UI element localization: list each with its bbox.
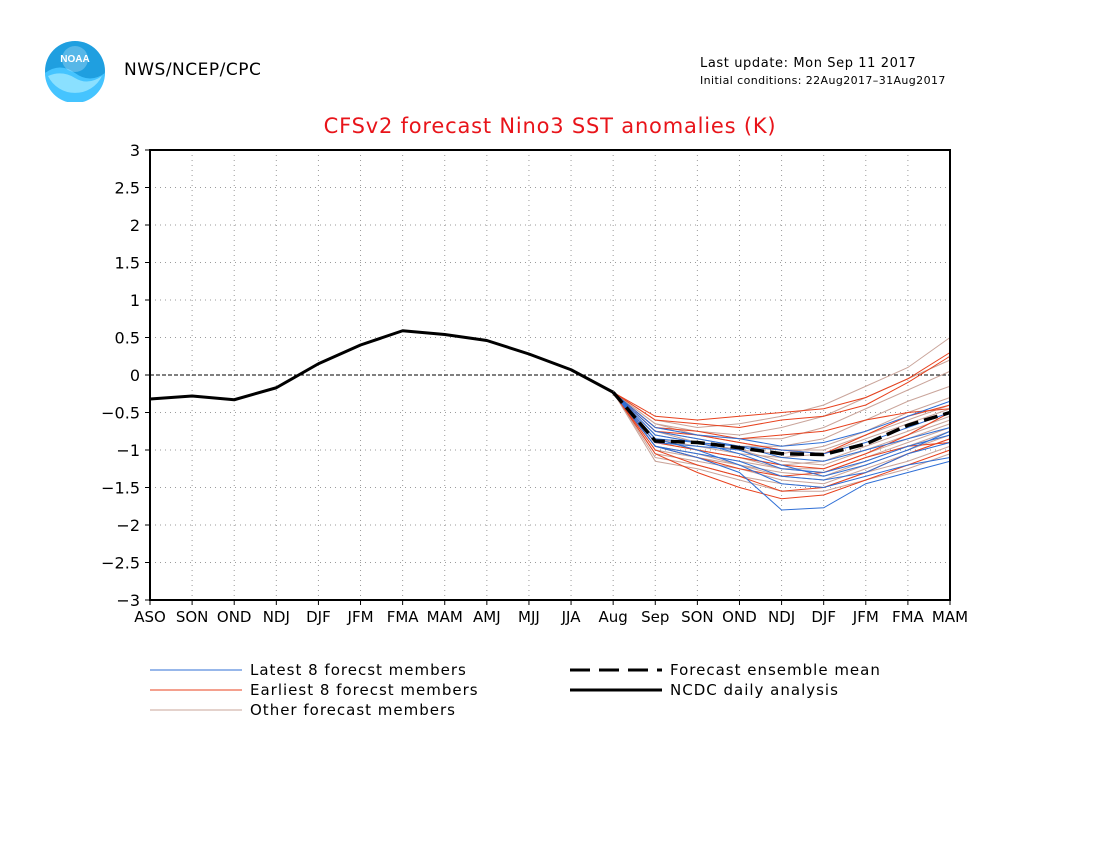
x-tick-label: OND	[217, 608, 252, 626]
y-tick-label: 0	[130, 366, 140, 385]
y-tick-label: −2.5	[101, 554, 140, 573]
initial-conditions: Initial conditions: 22Aug2017–31Aug2017	[700, 74, 946, 87]
x-tick-label: FMA	[387, 608, 420, 626]
noaa-logo: NOAA	[45, 41, 105, 102]
x-tick-label: MAM	[427, 608, 463, 626]
legend-label-mean: Forecast ensemble mean	[670, 661, 881, 679]
y-tick-label: −1	[116, 441, 140, 460]
y-tick-label: 1.5	[115, 254, 140, 273]
x-tick-label: MJJ	[518, 608, 540, 626]
y-tick-label: 3	[130, 141, 140, 160]
legend-label-latest: Latest 8 forecst members	[250, 661, 467, 679]
x-tick-label: Sep	[641, 608, 669, 626]
earliest-member-line	[612, 355, 951, 429]
x-tick-label: Aug	[599, 608, 628, 626]
earliest-member-line	[612, 391, 951, 500]
latest-member-line	[612, 391, 951, 477]
grid	[150, 150, 950, 600]
y-tick-label: 2	[130, 216, 140, 235]
y-tick-label: 2.5	[115, 179, 140, 198]
y-tick-label: −3	[116, 591, 140, 610]
latest-member-line	[612, 391, 951, 447]
plot-frame	[149, 149, 951, 601]
x-tick-label: FMA	[892, 608, 925, 626]
ensemble-mean-line	[611, 391, 951, 457]
x-tick-label: ASO	[134, 608, 166, 626]
x-tick-label: SON	[176, 608, 209, 626]
x-tick-label: NDJ	[768, 608, 795, 626]
legend-label-analysis: NCDC daily analysis	[670, 681, 839, 699]
latest-member-line	[612, 391, 951, 511]
y-axis-ticks: −3 −2.5 −2 −1.5 −1 −0.5 0 0.5 1 1.5 2 2.5 3	[101, 141, 150, 610]
x-tick-label: DJF	[811, 608, 836, 626]
earliest-member-line	[612, 352, 951, 421]
analysis-series	[149, 329, 614, 402]
last-update: Last update: Mon Sep 11 2017	[700, 56, 917, 71]
x-tick-label: JFM	[347, 608, 374, 626]
y-tick-label: −1.5	[101, 479, 140, 498]
ensemble-mean-series	[611, 391, 951, 457]
y-tick-label: 0.5	[115, 329, 140, 348]
other-member-line	[612, 391, 951, 485]
other-member-line	[612, 391, 951, 466]
x-tick-label: AMJ	[473, 608, 501, 626]
latest-members	[612, 391, 951, 511]
analysis-line	[149, 329, 614, 402]
x-tick-label: JFM	[852, 608, 879, 626]
x-tick-label: JJA	[561, 608, 582, 626]
x-tick-label: NDJ	[263, 608, 290, 626]
x-tick-label: MAM	[932, 608, 968, 626]
x-axis-ticks: ASO SON OND NDJ DJF JFM FMA MAM AMJ MJJ JJA Aug Sep S…	[134, 600, 968, 626]
x-tick-label: SON	[681, 608, 714, 626]
chart-title: CFSv2 forecast Nino3 SST anomalies (K)	[323, 114, 777, 138]
earliest-member-line	[612, 391, 951, 440]
y-tick-label: −0.5	[101, 404, 140, 423]
latest-member-line	[612, 391, 951, 481]
agency-label: NWS/NCEP/CPC	[124, 60, 262, 80]
legend: Latest 8 forecst members Earliest 8 fore…	[150, 661, 881, 719]
latest-member-line	[612, 391, 951, 489]
latest-member-line	[612, 391, 951, 474]
legend-label-other: Other forecast members	[250, 701, 456, 719]
y-tick-label: −2	[116, 516, 140, 535]
other-member-line	[612, 337, 951, 429]
latest-member-line	[612, 391, 951, 462]
y-tick-label: 1	[130, 291, 140, 310]
x-tick-label: OND	[722, 608, 757, 626]
logo-text: NOAA	[60, 54, 89, 65]
x-tick-label: DJF	[306, 608, 331, 626]
legend-label-earliest: Earliest 8 forecst members	[250, 681, 479, 699]
